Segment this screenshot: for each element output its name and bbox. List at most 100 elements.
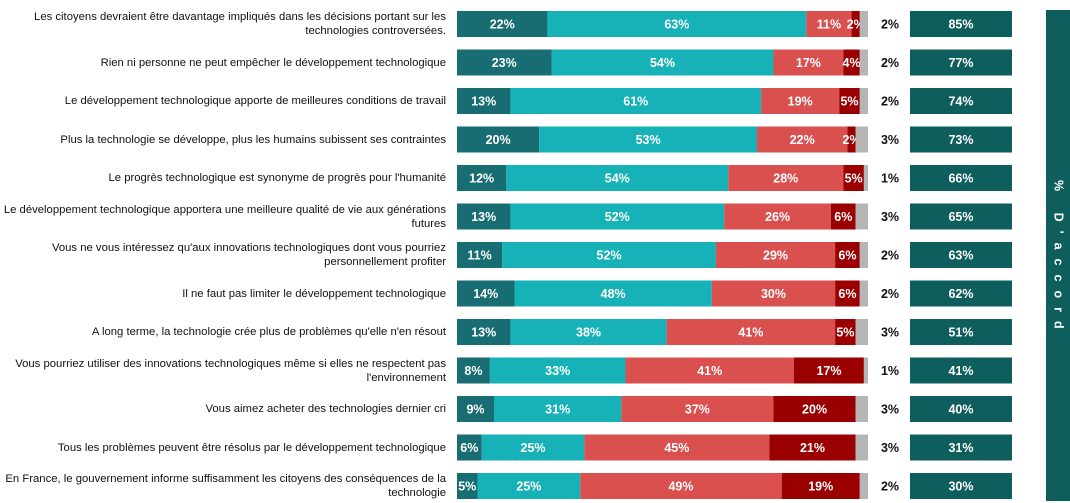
bar-segment [457,396,494,422]
bar-segment [835,280,860,307]
value-label: 28% [773,171,798,185]
value-label: 2% [881,248,899,262]
total-box [910,88,1012,114]
totals-header [1046,10,1070,501]
total-box [910,280,1012,307]
total-label: 31% [948,441,973,455]
value-label: 6% [834,210,852,224]
value-label: 3% [881,325,899,339]
total-label: 74% [948,94,973,108]
total-box [910,357,1012,384]
value-label: 3% [881,441,899,455]
bar-segment [457,242,503,268]
bar-segment [769,434,856,461]
total-box [910,165,1012,191]
bar-segment [457,473,478,499]
total-label: 63% [948,248,973,262]
bar-segment [580,473,782,499]
bar-segment [625,357,795,384]
bar-segment [711,280,836,307]
total-box [910,203,1012,230]
value-label: 11% [817,17,841,31]
category-label: A long terme, la technologie crée plus d… [91,326,446,338]
bar-segment [457,165,507,191]
value-label: 2% [881,479,899,493]
bar-segment [859,88,868,114]
bar-segment [477,473,581,499]
value-label: 61% [623,94,648,108]
bar-segment [666,319,836,345]
bar-segment [510,319,667,345]
value-label: 20% [802,402,827,416]
bar-segment [855,396,868,422]
bar-segment [863,165,868,191]
bar-segment [457,434,482,461]
value-label: 33% [545,364,570,378]
value-label: 21% [800,441,825,455]
value-label: 1% [881,171,899,185]
bar-segment [457,280,515,307]
bar-segment [781,473,860,499]
total-label: 51% [948,325,973,339]
total-box [910,319,1012,345]
bar-segment [457,319,511,345]
bar-segment [506,165,729,191]
total-box [910,473,1012,499]
value-label: 26% [765,210,790,224]
value-label: 53% [636,133,661,147]
bar-segment [806,11,852,37]
total-box [910,49,1012,76]
bar-segment [457,357,490,384]
category-label: Plus la technologie se développe, plus l… [60,133,446,146]
value-label: 52% [597,248,622,262]
value-label: 41% [738,325,763,339]
value-label: 5% [458,479,476,493]
value-label: 13% [471,94,496,108]
value-label: 31% [545,402,570,416]
bar-segment [457,49,552,76]
value-label: 54% [650,56,675,70]
value-label: 52% [605,210,630,224]
value-label: 29% [763,248,788,262]
value-label: 13% [471,325,496,339]
bar-segment [502,242,716,268]
bar-segment [457,203,511,230]
bar-segment [481,434,585,461]
category-label: En France, le gouvernement informe suffi… [5,473,446,499]
total-label: 62% [948,287,973,301]
value-label: 25% [516,479,541,493]
category-label: Il ne faut pas limiter le développement … [182,287,446,300]
bar-segment [839,88,860,114]
bar-segment [831,203,856,230]
bar-segment [457,88,511,114]
total-box [910,434,1012,461]
value-label: 9% [466,402,484,416]
bar-segment [457,11,548,37]
bar-segment [851,11,860,37]
bar-segment [539,126,758,153]
value-label: 3% [881,402,899,416]
bar-segment [859,11,868,37]
bar-segment [761,88,840,114]
bar-segment [859,242,868,268]
value-label: 5% [836,325,854,339]
value-label: 38% [576,325,601,339]
bar-segment [859,49,868,76]
value-label: 6% [838,287,856,301]
bar-segment [773,49,844,76]
total-label: 85% [948,17,973,31]
value-label: 63% [664,17,689,31]
category-label: Tous les problèmes peuvent être résolus … [57,441,446,454]
value-label: 45% [664,441,689,455]
total-label: 73% [948,133,973,147]
bar-segment [855,319,868,345]
bar-segment [843,165,864,191]
value-label: 25% [521,441,546,455]
total-box [910,126,1012,153]
value-label: 2% [881,287,899,301]
bar-segment [855,203,868,230]
value-label: 49% [668,479,693,493]
total-label: 40% [948,402,973,416]
